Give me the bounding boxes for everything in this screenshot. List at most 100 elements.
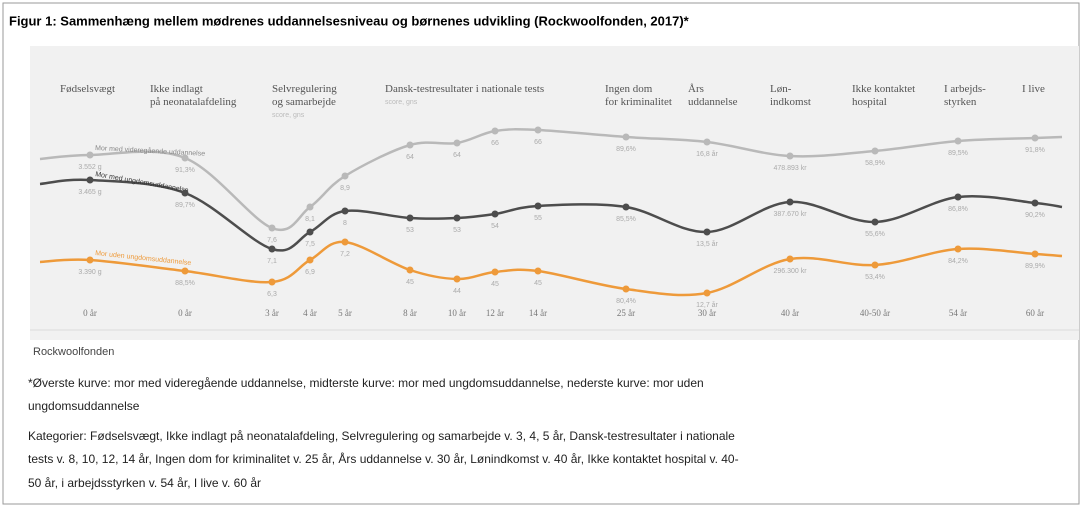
curve	[39, 240, 1063, 297]
point-label: 45	[491, 281, 499, 288]
point-label: 91,8%	[1025, 147, 1045, 154]
age-label: 25 år	[617, 308, 635, 318]
point-label: 54	[491, 223, 499, 230]
point-label: 53	[406, 227, 414, 234]
point-label: 88,5%	[175, 280, 195, 287]
point-label: 91,3%	[175, 167, 195, 174]
point-label: 8,1	[305, 216, 315, 223]
point-label: 80,4%	[616, 298, 636, 305]
point	[1031, 134, 1039, 142]
point	[871, 261, 879, 269]
point	[86, 256, 94, 264]
point	[954, 245, 962, 253]
point	[491, 268, 499, 276]
figure-title: Figur 1: Sammenhæng mellem mødrenes udda…	[9, 13, 690, 28]
point-label: 387.670 kr	[773, 211, 807, 218]
point	[268, 245, 276, 253]
point	[534, 126, 542, 134]
point-label: 7,2	[340, 251, 350, 258]
column-header: Fødselsvægt	[60, 83, 115, 95]
age-label: 14 år	[529, 308, 547, 318]
point-label: 89,9%	[1025, 263, 1045, 270]
note-line: 50 år, i arbejdsstyrken v. 54 år, I live…	[28, 476, 261, 490]
column-header: på neonatalafdeling	[150, 96, 237, 108]
age-label: 12 år	[486, 308, 504, 318]
point-label: 58,9%	[865, 160, 885, 167]
point-label: 7,5	[305, 241, 315, 248]
curve	[39, 178, 1063, 252]
notes: *Øverste kurve: mor med videregående udd…	[28, 376, 739, 490]
point	[86, 151, 94, 159]
point	[181, 154, 189, 162]
point	[1031, 250, 1039, 258]
note-line: ungdomsuddannelse	[28, 399, 140, 413]
point-label: 7,6	[267, 237, 277, 244]
point	[86, 176, 94, 184]
point	[341, 207, 349, 215]
point-label: 86,8%	[948, 206, 968, 213]
column-header: Dansk-testresultater i nationale tests	[385, 83, 544, 95]
point	[871, 147, 879, 155]
point	[453, 214, 461, 222]
point-label: 89,5%	[948, 150, 968, 157]
point-label: 89,7%	[175, 202, 195, 209]
age-label: 0 år	[83, 308, 97, 318]
point-label: 44	[453, 288, 461, 295]
point-label: 7,1	[267, 258, 277, 265]
column-header: styrken	[944, 96, 977, 108]
point	[534, 202, 542, 210]
point	[406, 266, 414, 274]
point-label: 45	[534, 280, 542, 287]
point-label: 45	[406, 279, 414, 286]
curve	[39, 128, 1063, 232]
column-header: og samarbejde	[272, 96, 336, 108]
point-label: 66	[534, 139, 542, 146]
point	[406, 141, 414, 149]
point	[181, 267, 189, 275]
point	[341, 172, 349, 180]
point	[453, 139, 461, 147]
age-label: 4 år	[303, 308, 317, 318]
point-label: 89,6%	[616, 146, 636, 153]
point-label: 84,2%	[948, 258, 968, 265]
age-label: 5 år	[338, 308, 352, 318]
column-header: Års	[688, 83, 704, 95]
point	[491, 210, 499, 218]
point	[406, 214, 414, 222]
point-label: 3.465 g	[78, 189, 101, 196]
point-label: 90,2%	[1025, 212, 1045, 219]
note-line: tests v. 8, 10, 12, 14 år, Ingen dom for…	[28, 451, 739, 466]
point	[491, 127, 499, 135]
point-label: 3.390 g	[78, 269, 101, 276]
column-subheader: score, gns	[272, 112, 305, 119]
point	[181, 189, 189, 197]
point-label: 55,6%	[865, 231, 885, 238]
age-label: 3 år	[265, 308, 279, 318]
point	[1031, 199, 1039, 207]
point	[306, 228, 314, 236]
point-label: 55	[534, 215, 542, 222]
point	[786, 198, 794, 206]
point	[786, 152, 794, 160]
point	[268, 224, 276, 232]
point-label: 64	[453, 152, 461, 159]
point	[622, 133, 630, 141]
point-label: 66	[491, 140, 499, 147]
point-label: 3.552 g	[78, 164, 101, 171]
point-label: 53	[453, 227, 461, 234]
point-label: 12,7 år	[696, 301, 718, 309]
age-label: 10 år	[448, 308, 466, 318]
note-line: Kategorier: Fødselsvægt, Ikke indlagt på…	[28, 429, 735, 443]
point-label: 85,5%	[616, 216, 636, 223]
age-label: 40-50 år	[860, 308, 890, 318]
column-header: Løn-	[770, 83, 792, 95]
column-header: indkomst	[770, 96, 811, 108]
point-label: 296.300 kr	[773, 268, 807, 275]
age-label: 0 år	[178, 308, 192, 318]
point	[341, 238, 349, 246]
column-header: I live	[1022, 83, 1045, 95]
point-label: 8	[343, 220, 347, 227]
point	[871, 218, 879, 226]
point	[622, 285, 630, 293]
column-header: I arbejds-	[944, 83, 986, 95]
